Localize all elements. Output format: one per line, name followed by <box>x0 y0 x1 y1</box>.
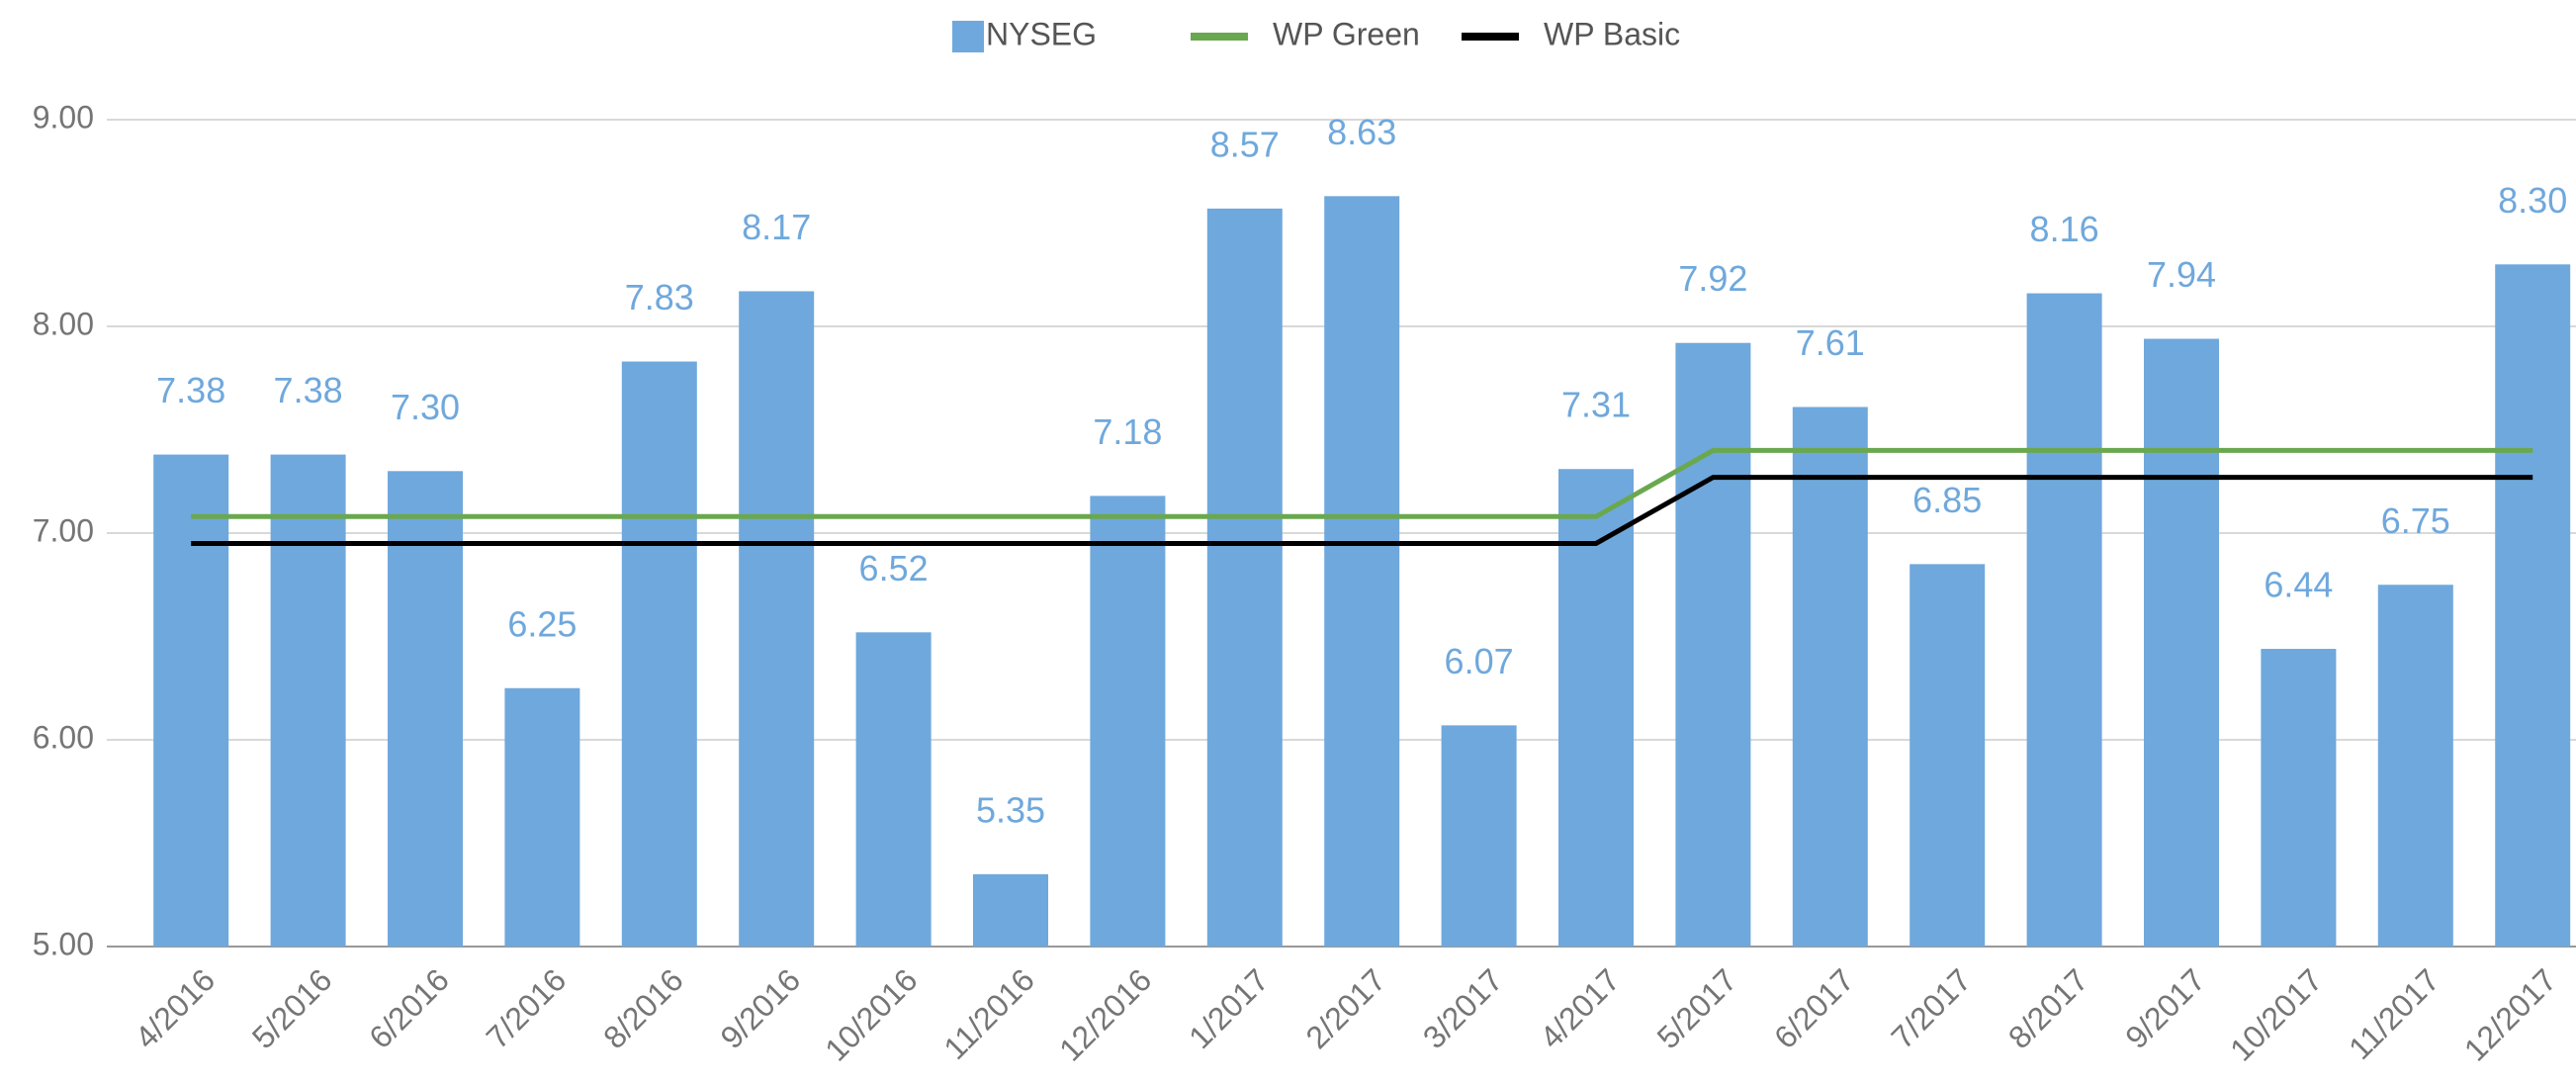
bar <box>2377 585 2453 947</box>
bar <box>621 361 697 947</box>
data-label: 5.35 <box>976 789 1045 830</box>
bar <box>270 454 346 947</box>
bar <box>388 471 463 947</box>
bar <box>1558 469 1634 947</box>
x-tick-label: 4/2017 <box>1533 961 1627 1055</box>
data-label: 7.61 <box>1796 322 1865 363</box>
data-label: 6.85 <box>1912 480 1982 520</box>
data-label: 6.25 <box>507 603 577 644</box>
x-tick-label: 8/2017 <box>2001 961 2095 1055</box>
data-label: 6.07 <box>1445 641 1514 681</box>
bar <box>1324 196 1400 947</box>
data-label: 7.94 <box>2147 254 2216 295</box>
legend-swatch <box>952 21 984 52</box>
bar <box>1090 496 1166 947</box>
data-label: 7.30 <box>391 387 460 427</box>
x-tick-label: 2/2017 <box>1298 961 1392 1055</box>
bar <box>1441 725 1517 947</box>
bar <box>1206 208 1283 947</box>
bar <box>2261 649 2337 947</box>
bar <box>2026 293 2102 947</box>
y-tick-label: 7.00 <box>33 512 94 548</box>
bar <box>1792 407 1868 947</box>
x-tick-label: 10/2016 <box>818 961 924 1067</box>
x-tick-label: 11/2016 <box>936 961 1041 1066</box>
bar <box>504 687 580 947</box>
x-tick-label: 7/2017 <box>1884 961 1978 1055</box>
x-tick-label: 4/2016 <box>128 961 222 1055</box>
bar <box>855 632 932 947</box>
data-label: 6.52 <box>859 548 929 588</box>
line <box>191 475 2533 546</box>
data-label: 7.31 <box>1561 385 1631 425</box>
x-tick-label: 1/2017 <box>1182 961 1276 1055</box>
y-tick-label: 9.00 <box>33 99 94 135</box>
x-tick-label: 3/2017 <box>1416 961 1510 1055</box>
data-label: 7.18 <box>1093 411 1162 452</box>
bar <box>153 454 229 947</box>
x-tick-label: 7/2016 <box>480 961 574 1055</box>
x-tick-label: 12/2017 <box>2457 961 2563 1067</box>
x-tick-label: 12/2016 <box>1052 961 1158 1067</box>
data-label: 6.75 <box>2381 500 2450 541</box>
y-tick-label: 8.00 <box>33 306 94 341</box>
x-tick-label: 6/2017 <box>1767 961 1861 1055</box>
x-tick-label: 5/2017 <box>1650 961 1744 1055</box>
bar <box>739 291 815 948</box>
y-tick-label: 5.00 <box>33 926 94 961</box>
line <box>191 447 2533 519</box>
data-label: 6.44 <box>2264 565 2333 605</box>
bar <box>1910 564 1986 947</box>
bar <box>2144 338 2219 947</box>
bar <box>973 873 1048 947</box>
legend-label: WP Basic <box>1544 16 1680 51</box>
data-label: 8.17 <box>742 207 811 247</box>
x-tick-label: 10/2017 <box>2223 961 2329 1067</box>
x-tick-label: 6/2016 <box>362 961 456 1055</box>
data-label: 8.63 <box>1327 112 1396 152</box>
legend-label: WP Green <box>1273 16 1420 51</box>
x-tick-label: 8/2016 <box>596 961 690 1055</box>
data-label: 8.16 <box>2030 209 2099 249</box>
data-label: 7.83 <box>625 277 694 317</box>
data-label: 7.92 <box>1678 258 1747 299</box>
x-tick-label: 5/2016 <box>245 961 339 1055</box>
x-tick-label: 9/2016 <box>713 961 807 1055</box>
data-label: 7.38 <box>156 370 225 410</box>
x-tick-label: 9/2017 <box>2118 961 2212 1055</box>
x-tick-label: 11/2017 <box>2342 961 2446 1066</box>
bar <box>1675 342 1751 948</box>
legend-label: NYSEG <box>986 16 1097 51</box>
data-label: 8.30 <box>2498 180 2567 221</box>
bar <box>2495 264 2571 947</box>
data-label: 8.57 <box>1210 124 1280 164</box>
y-tick-label: 6.00 <box>33 719 94 755</box>
data-label: 7.38 <box>274 370 343 410</box>
